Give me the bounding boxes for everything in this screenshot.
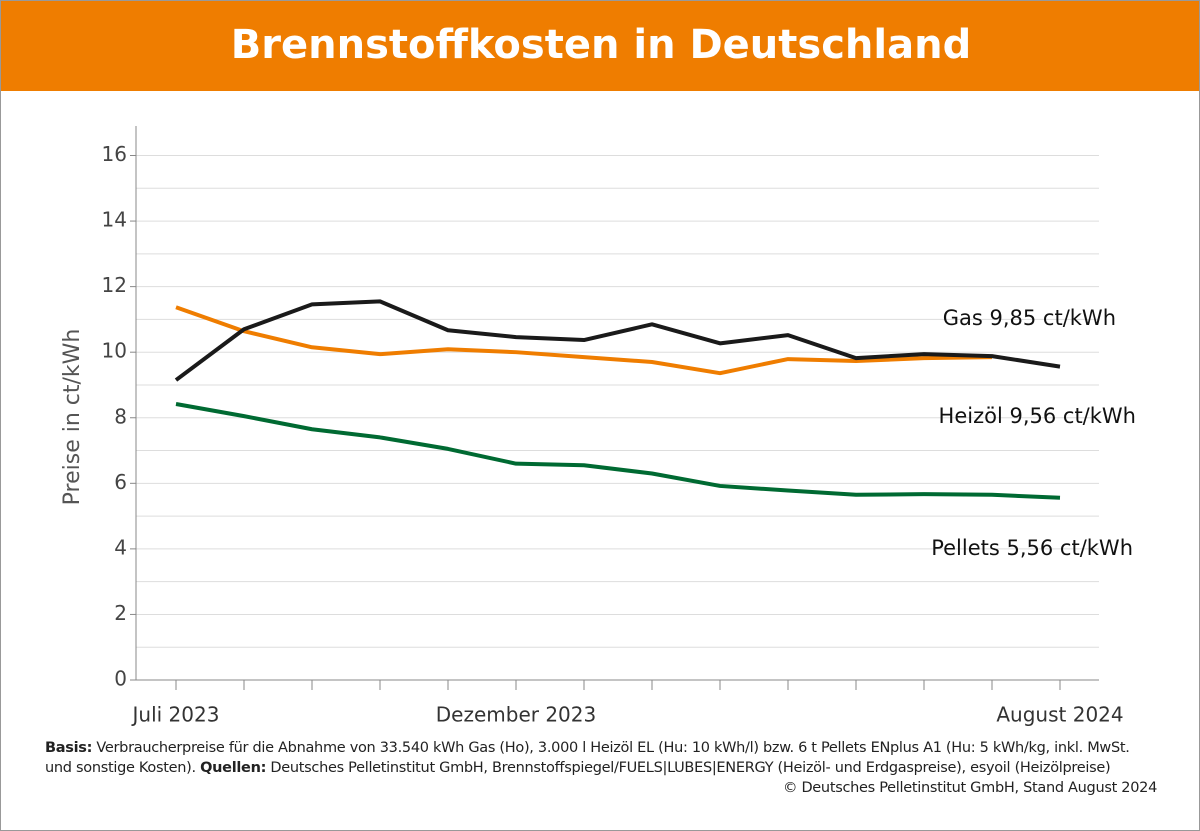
series-label: Heizöl 9,56 ct/kWh [939,404,1136,428]
y-tick-label: 6 [114,470,127,494]
y-tick-label: 2 [114,601,127,625]
series-label: Gas 9,85 ct/kWh [943,306,1116,330]
y-tick-label: 4 [114,535,127,559]
basis: Verbraucherpreise für die Abnahme von 33… [45,740,1130,776]
y-tick-label: 0 [114,667,127,691]
series-line [174,299,1061,382]
x-tick-label: August 2024 [996,703,1123,727]
chart: 0 2 4 6 8 10 12 14 16 Preise in ct/kWh Juli 2023 De… [60,126,1136,727]
y-axis-label: Preise in ct/kWh [60,329,85,506]
y-tick-label: 12 [102,273,127,297]
sources: Deutsches Pelletinstitut GmbH, Brennstof… [270,760,1111,776]
series-line [175,402,1061,500]
y-tick-label: 14 [102,208,127,232]
basis-label: Basis: [45,740,93,756]
series-label: Pellets 5,56 ct/kWh [931,536,1133,560]
series-line [175,305,993,376]
x-tick-label: Juli 2023 [131,703,220,727]
y-tick-label: 10 [102,339,127,363]
chart-title: Brennstoffkosten in Deutschland [1,1,1199,91]
y-tick-label: 16 [102,142,127,166]
x-tick-label: Dezember 2023 [436,703,596,727]
footnote-text: Basis: Verbraucherpreise für die Abnahme… [45,738,1157,778]
sources-label: Quellen: [200,760,267,776]
copyright: © Deutsches Pelletinstitut GmbH, Stand A… [782,780,1157,796]
footnote: Basis: Verbraucherpreise für die Abnahme… [45,738,1157,798]
y-tick-label: 8 [114,404,127,428]
